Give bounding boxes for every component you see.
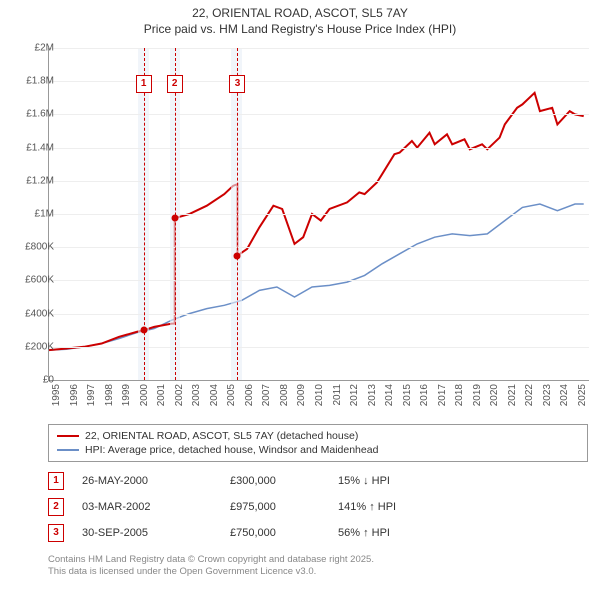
x-axis-label: 2001 (156, 384, 167, 414)
x-axis-label: 2015 (402, 384, 413, 414)
legend: 22, ORIENTAL ROAD, ASCOT, SL5 7AY (detac… (48, 424, 588, 462)
event-price: £750,000 (230, 527, 320, 539)
gridline (49, 314, 589, 315)
attribution-line-1: Contains HM Land Registry data © Crown c… (48, 554, 588, 566)
x-axis-label: 2013 (367, 384, 378, 414)
x-axis-label: 2000 (139, 384, 150, 414)
x-axis-label: 2012 (349, 384, 360, 414)
price-point-dot (140, 327, 147, 334)
event-badge: 2 (48, 498, 64, 516)
x-axis-label: 1997 (86, 384, 97, 414)
event-percent: 15% ↓ HPI (338, 475, 448, 487)
event-price: £300,000 (230, 475, 320, 487)
price-point-dot (171, 215, 178, 222)
y-axis-label: £1M (12, 209, 54, 220)
legend-swatch (57, 449, 79, 451)
title-line-2: Price paid vs. HM Land Registry's House … (0, 22, 600, 38)
gridline (49, 214, 589, 215)
x-axis-label: 2017 (437, 384, 448, 414)
x-axis-label: 2004 (209, 384, 220, 414)
x-axis-label: 2005 (226, 384, 237, 414)
legend-item: HPI: Average price, detached house, Wind… (57, 443, 579, 457)
event-table: 1 26-MAY-2000 £300,000 15% ↓ HPI 2 03-MAR-200… (48, 468, 588, 546)
gridline (49, 347, 589, 348)
y-axis-label: £400K (12, 308, 54, 319)
x-axis-label: 2018 (454, 384, 465, 414)
x-axis-label: 2025 (577, 384, 588, 414)
gridline (49, 114, 589, 115)
gridline (49, 148, 589, 149)
y-axis-label: £1.2M (12, 175, 54, 186)
gridline (49, 48, 589, 49)
x-axis-label: 2003 (191, 384, 202, 414)
event-price: £975,000 (230, 501, 320, 513)
y-axis-label: £1.8M (12, 76, 54, 87)
price-point-dot (234, 252, 241, 259)
y-axis-label: £1.4M (12, 142, 54, 153)
chart-plot-area: 12 3 (48, 48, 589, 381)
x-axis-label: 2008 (279, 384, 290, 414)
event-row: 3 30-SEP-2005 £750,000 56% ↑ HPI (48, 520, 588, 546)
x-axis-label: 2007 (261, 384, 272, 414)
series-line-hpi (49, 204, 584, 350)
legend-item: 22, ORIENTAL ROAD, ASCOT, SL5 7AY (detac… (57, 429, 579, 443)
x-axis-label: 2021 (507, 384, 518, 414)
attribution: Contains HM Land Registry data © Crown c… (48, 554, 588, 579)
event-marker-badge: 2 (167, 75, 183, 93)
gridline (49, 247, 589, 248)
y-axis-label: £0 (12, 375, 54, 386)
event-badge: 3 (48, 524, 64, 542)
event-marker-badge: 1 (136, 75, 152, 93)
legend-label: 22, ORIENTAL ROAD, ASCOT, SL5 7AY (detac… (85, 430, 358, 442)
event-badge: 1 (48, 472, 64, 490)
x-axis-label: 2002 (174, 384, 185, 414)
event-date: 03-MAR-2002 (82, 501, 212, 513)
y-axis-label: £200K (12, 341, 54, 352)
x-axis-label: 2011 (332, 384, 343, 414)
x-axis-label: 2023 (542, 384, 553, 414)
event-percent: 56% ↑ HPI (338, 527, 448, 539)
gridline (49, 280, 589, 281)
x-axis-label: 1996 (69, 384, 80, 414)
event-marker-line (237, 48, 238, 380)
y-axis-label: £2M (12, 43, 54, 54)
event-date: 26-MAY-2000 (82, 475, 212, 487)
x-axis-label: 2010 (314, 384, 325, 414)
x-axis-label: 2016 (419, 384, 430, 414)
x-axis-label: 2020 (489, 384, 500, 414)
x-axis-label: 1999 (121, 384, 132, 414)
x-axis-label: 2024 (559, 384, 570, 414)
gridline (49, 81, 589, 82)
y-axis-label: £800K (12, 242, 54, 253)
event-date: 30-SEP-2005 (82, 527, 212, 539)
x-axis-label: 2014 (384, 384, 395, 414)
legend-swatch (57, 435, 79, 437)
x-axis-label: 2019 (472, 384, 483, 414)
attribution-line-2: This data is licensed under the Open Gov… (48, 566, 588, 578)
event-row: 1 26-MAY-2000 £300,000 15% ↓ HPI (48, 468, 588, 494)
gridline (49, 181, 589, 182)
chart-title: 22, ORIENTAL ROAD, ASCOT, SL5 7AY Price … (0, 0, 600, 37)
event-percent: 141% ↑ HPI (338, 501, 448, 513)
event-marker-badge: 3 (229, 75, 245, 93)
y-axis-label: £1.6M (12, 109, 54, 120)
x-axis-label: 1995 (51, 384, 62, 414)
event-row: 2 03-MAR-2002 £975,000 141% ↑ HPI (48, 494, 588, 520)
x-axis-label: 1998 (104, 384, 115, 414)
title-line-1: 22, ORIENTAL ROAD, ASCOT, SL5 7AY (0, 6, 600, 22)
legend-label: HPI: Average price, detached house, Wind… (85, 444, 378, 456)
x-axis-label: 2022 (524, 384, 535, 414)
x-axis-label: 2006 (244, 384, 255, 414)
y-axis-label: £600K (12, 275, 54, 286)
x-axis-label: 2009 (296, 384, 307, 414)
